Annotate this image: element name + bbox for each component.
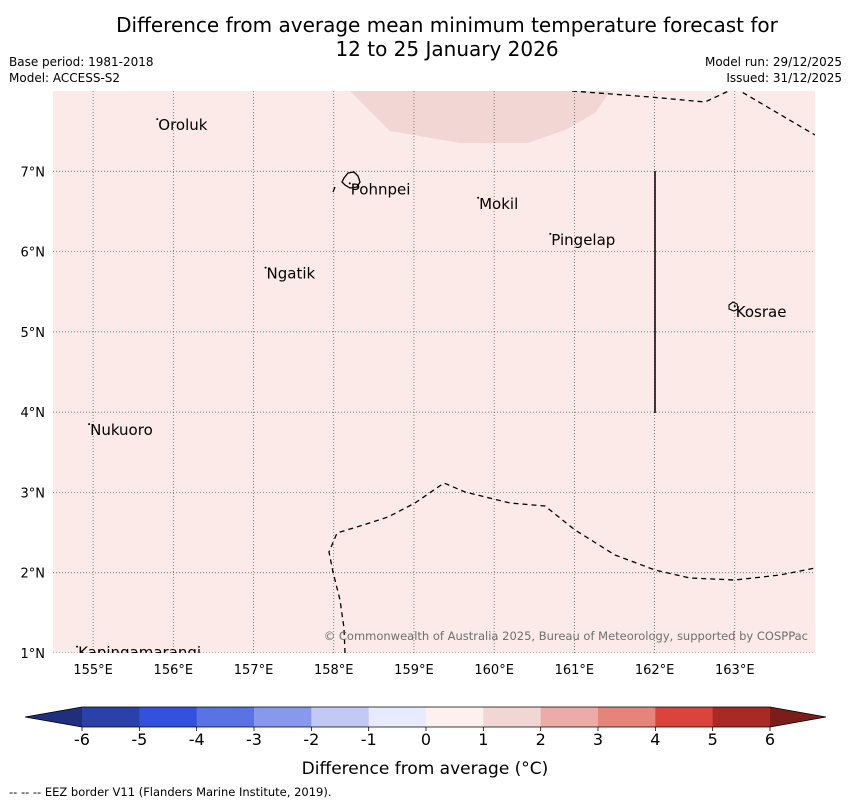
colorbar-label: Difference from average (°C) xyxy=(302,759,549,779)
kosrae-coastline xyxy=(728,301,739,312)
base-period-text: Base period: 1981-2018 xyxy=(9,55,154,69)
colorbar-tick-label: -6 xyxy=(74,730,90,749)
map-panel: Oroluk Pohnpei Mokil Pingelap Ngatik Kosrae Nu… xyxy=(21,91,815,678)
lon-tick-label: 161°E xyxy=(555,663,595,678)
colorbar-tick-label: -5 xyxy=(131,730,147,749)
lon-tick-label: 157°E xyxy=(234,663,274,678)
lat-tick-label: 4°N xyxy=(21,406,46,421)
map-background xyxy=(53,91,815,653)
lat-tick-label: 5°N xyxy=(21,326,46,341)
place-label: Pohnpei xyxy=(351,180,411,198)
place-label: Mokil xyxy=(479,195,518,213)
island-marker xyxy=(88,423,91,426)
graticule xyxy=(53,91,815,653)
lon-tick-label: 159°E xyxy=(394,663,434,678)
island-marker xyxy=(348,182,351,185)
eez-border-south xyxy=(328,482,815,653)
model-run-text: Model run: 29/12/2025 xyxy=(704,55,842,69)
copyright-notice: © Commonwealth of Australia 2025, Bureau… xyxy=(324,629,808,643)
map-title: Difference from average mean minimum tem… xyxy=(0,13,850,61)
lon-tick-label: 158°E xyxy=(314,663,354,678)
colorbar-tick-label: -3 xyxy=(246,730,262,749)
colorbar-segment xyxy=(254,707,312,727)
colorbar: -6 -5 -4 -3 -2 -1 0 1 2 3 4 5 6 xyxy=(24,706,827,749)
colorbar-over-arrow xyxy=(770,707,826,727)
lon-tick-label: 160°E xyxy=(474,663,514,678)
island-marker xyxy=(264,266,267,269)
colorbar-tick-label: 2 xyxy=(536,730,546,749)
metadata-right: Model run: 29/12/2025 Issued: 31/12/2025 xyxy=(705,54,842,86)
model-text: Model: ACCESS-S2 xyxy=(9,71,121,85)
lat-tick-label: 6°N xyxy=(21,246,46,261)
warm-anomaly-region xyxy=(350,91,610,143)
place-label: Pingelap xyxy=(551,231,615,249)
place-kapingamarangi: Kapingamarangi xyxy=(76,644,201,662)
colorbar-tick-label: 1 xyxy=(478,730,488,749)
place-mokil: Mokil xyxy=(477,195,518,213)
eez-legend-note: -- -- -- EEZ border V11 (Flanders Marine… xyxy=(9,785,332,799)
lon-tick-label: 156°E xyxy=(154,663,194,678)
colorbar-segment xyxy=(311,707,370,727)
island-marker xyxy=(733,305,736,308)
colorbar-under-arrow xyxy=(25,707,82,727)
colorbar-tick-label: 4 xyxy=(650,730,660,749)
colorbar-tick-label: -1 xyxy=(361,730,377,749)
colorbar-segment xyxy=(540,707,599,727)
lon-tick-label: 155°E xyxy=(73,663,113,678)
colorbar-tick-label: -2 xyxy=(303,730,319,749)
pohnpei-coastline xyxy=(341,171,361,189)
place-pohnpei: Pohnpei xyxy=(348,180,411,198)
colorbar-tick-label: 3 xyxy=(593,730,603,749)
place-oroluk: Oroluk xyxy=(156,116,208,134)
island-marker xyxy=(477,196,480,199)
place-label: Oroluk xyxy=(158,116,207,134)
eez-border-north xyxy=(571,91,731,103)
place-nukuoro: Nukuoro xyxy=(88,421,153,439)
place-kosrae: Kosrae xyxy=(733,303,787,321)
island-marker xyxy=(156,118,159,121)
colorbar-segment xyxy=(598,707,656,727)
colorbar-segment xyxy=(196,707,255,727)
place-label: Kapingamarangi xyxy=(78,644,201,662)
colorbar-segment xyxy=(483,707,542,727)
colorbar-segment xyxy=(368,707,427,727)
colorbar-tick-label: -4 xyxy=(189,730,205,749)
place-pingelap: Pingelap xyxy=(549,231,615,249)
issued-text: Issued: 31/12/2025 xyxy=(726,71,842,85)
island-marker xyxy=(549,232,552,235)
place-labels: Oroluk Pohnpei Mokil Pingelap Ngatik Kosrae Nu… xyxy=(76,116,787,662)
colorbar-segment xyxy=(655,707,714,727)
island-marker xyxy=(76,645,79,648)
eez-borders xyxy=(328,91,815,653)
colorbar-tick-label: 0 xyxy=(421,730,431,749)
place-ngatik: Ngatik xyxy=(264,265,316,283)
colorbar-segment xyxy=(426,707,484,727)
colorbar-segment xyxy=(82,707,140,727)
lon-tick-label: 163°E xyxy=(715,663,755,678)
metadata-left: Base period: 1981-2018 Model: ACCESS-S2 xyxy=(9,54,154,86)
colorbar-tick-label: 5 xyxy=(708,730,718,749)
title-line-1: Difference from average mean minimum tem… xyxy=(116,13,778,37)
eez-border-northeast xyxy=(738,91,815,136)
place-label: Ngatik xyxy=(267,265,316,283)
colorbar-segment xyxy=(139,707,198,727)
eez-border-fragment xyxy=(332,186,336,193)
lon-tick-label: 162°E xyxy=(635,663,675,678)
colorbar-tick-label: 6 xyxy=(765,730,775,749)
place-label: Nukuoro xyxy=(90,421,153,439)
lat-tick-label: 1°N xyxy=(21,647,46,662)
title-line-2: 12 to 25 January 2026 xyxy=(335,37,559,61)
axis-tick-labels: 155°E 156°E 157°E 158°E 159°E 160°E 161°E 162°E… xyxy=(21,165,755,678)
lat-tick-label: 7°N xyxy=(21,165,46,180)
colorbar-segment xyxy=(712,707,771,727)
lat-tick-label: 3°N xyxy=(21,486,46,501)
lat-tick-label: 2°N xyxy=(21,567,46,582)
place-label: Kosrae xyxy=(736,303,787,321)
